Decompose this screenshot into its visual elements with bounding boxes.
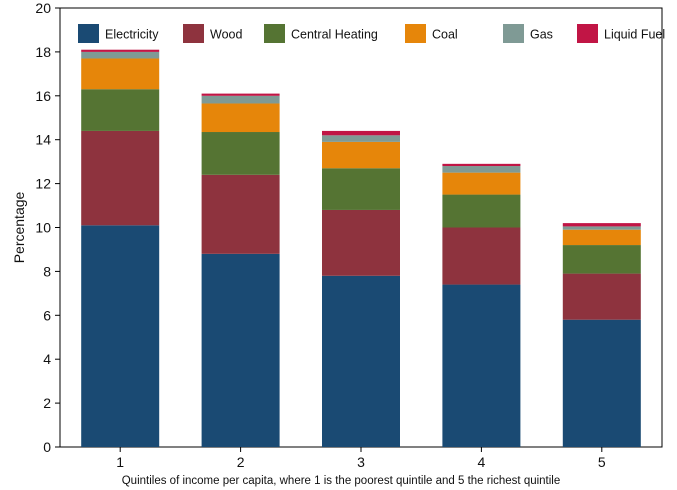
bar-segment-liquid-fuel bbox=[201, 93, 280, 96]
bar-segment-gas bbox=[442, 166, 521, 173]
x-axis-title: Quintiles of income per capita, where 1 … bbox=[122, 475, 561, 487]
x-tick-label: 5 bbox=[598, 454, 606, 470]
legend-item-wood: Wood bbox=[183, 24, 242, 43]
bar-segment-liquid-fuel bbox=[322, 130, 400, 136]
y-tick-label: 14 bbox=[35, 132, 51, 148]
x-tick-label: 4 bbox=[478, 454, 486, 470]
bar-segment-coal bbox=[562, 229, 641, 246]
x-tick-label: 3 bbox=[357, 454, 365, 470]
bar-segment-central-heating bbox=[81, 89, 160, 131]
legend-swatch bbox=[405, 24, 426, 43]
legend-item-liquid-fuel: Liquid Fuel bbox=[577, 24, 665, 43]
bar-segment-central-heating bbox=[442, 194, 521, 228]
legend-label: Coal bbox=[432, 28, 458, 42]
legend-swatch bbox=[577, 24, 598, 43]
bar-stack-3 bbox=[322, 130, 400, 447]
bar-stack-5 bbox=[562, 223, 641, 447]
legend-label: Central Heating bbox=[291, 28, 378, 42]
bar-segment-electricity bbox=[562, 319, 641, 447]
legend: Electricity Wood Central Heating Coal Gas Liq… bbox=[78, 24, 665, 43]
bar-segment-wood bbox=[322, 209, 400, 276]
y-tick-label: 2 bbox=[43, 395, 51, 411]
legend-item-coal: Coal bbox=[405, 24, 458, 43]
y-tick-label: 6 bbox=[43, 307, 51, 323]
bars bbox=[81, 49, 641, 447]
bar-segment-liquid-fuel bbox=[442, 163, 521, 167]
y-tick-label: 18 bbox=[35, 44, 51, 60]
legend-swatch bbox=[183, 24, 204, 43]
y-tick-label: 4 bbox=[43, 351, 51, 367]
x-axis-ticks: 1 2 3 4 5 bbox=[116, 447, 606, 470]
y-tick-label: 16 bbox=[35, 88, 51, 104]
legend-label: Electricity bbox=[105, 28, 159, 42]
bar-stack-2 bbox=[201, 93, 280, 447]
bar-stack-4 bbox=[442, 163, 521, 447]
y-tick-label: 0 bbox=[43, 439, 51, 455]
bar-segment-electricity bbox=[201, 253, 280, 447]
bar-segment-central-heating bbox=[322, 168, 400, 210]
x-tick-label: 2 bbox=[237, 454, 245, 470]
bar-segment-electricity bbox=[81, 225, 160, 447]
bar-segment-wood bbox=[81, 130, 160, 226]
legend-item-central-heating: Central Heating bbox=[264, 24, 378, 43]
legend-item-electricity: Electricity bbox=[78, 24, 159, 43]
bar-segment-coal bbox=[442, 172, 521, 195]
y-axis-ticks: 0 2 4 6 8 10 12 14 16 18 20 bbox=[35, 0, 60, 455]
bar-segment-central-heating bbox=[201, 132, 280, 175]
bar-segment-coal bbox=[81, 58, 160, 90]
x-tick-label: 1 bbox=[116, 454, 124, 470]
legend-swatch bbox=[264, 24, 285, 43]
bar-segment-wood bbox=[442, 227, 521, 285]
legend-swatch bbox=[503, 24, 524, 43]
bar-segment-wood bbox=[201, 174, 280, 254]
legend-label: Gas bbox=[530, 28, 553, 42]
y-tick-label: 12 bbox=[35, 176, 51, 192]
legend-label: Liquid Fuel bbox=[604, 28, 665, 42]
y-tick-label: 8 bbox=[43, 263, 51, 279]
bar-segment-electricity bbox=[442, 284, 521, 447]
legend-item-gas: Gas bbox=[503, 24, 553, 43]
bar-segment-coal bbox=[322, 141, 400, 169]
bar-segment-gas bbox=[81, 51, 160, 59]
bar-segment-gas bbox=[201, 95, 280, 104]
bar-segment-coal bbox=[201, 103, 280, 133]
bar-segment-liquid-fuel bbox=[562, 223, 641, 227]
y-tick-label: 10 bbox=[35, 220, 51, 236]
y-tick-label: 20 bbox=[35, 0, 51, 16]
bar-segment-electricity bbox=[322, 275, 400, 447]
bar-segment-liquid-fuel bbox=[81, 49, 160, 52]
bar-segment-gas bbox=[562, 226, 641, 230]
bar-stack-1 bbox=[81, 49, 160, 447]
bar-segment-wood bbox=[562, 273, 641, 320]
bar-segment-central-heating bbox=[562, 245, 641, 274]
legend-label: Wood bbox=[210, 28, 242, 42]
legend-swatch bbox=[78, 24, 99, 43]
y-axis-title: Percentage bbox=[11, 191, 27, 263]
bar-segment-gas bbox=[322, 135, 400, 142]
